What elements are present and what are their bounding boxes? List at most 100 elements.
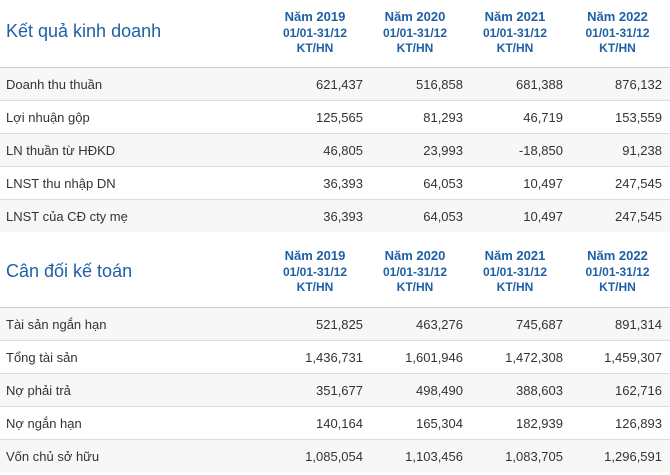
cell-value: 162,716 — [615, 383, 662, 398]
cell-value: 876,132 — [615, 77, 662, 92]
cell-value: 1,601,946 — [405, 350, 463, 365]
table-row: Nợ phải trả 351,677 498,490 388,603 162,… — [0, 373, 670, 406]
column-type: KT/HN — [599, 41, 636, 55]
cell-value: -18,850 — [518, 143, 563, 158]
cell-value: 351,677 — [316, 383, 363, 398]
balance-sheet-rows: Tài sản ngắn hạn 521,825 463,276 745,687… — [0, 307, 670, 472]
income-statement-header: Kết quả kinh doanh Năm 2019 01/01-31/12 … — [0, 0, 670, 67]
column-year: Năm 2021 — [484, 248, 546, 263]
cell-value: 91,238 — [622, 143, 662, 158]
cell-value: 1,103,456 — [405, 449, 463, 464]
cell-value: 140,164 — [316, 416, 363, 431]
table-row: LNST thu nhập DN 36,393 64,053 10,497 24… — [0, 166, 670, 199]
cell-value: 745,687 — [516, 317, 563, 332]
cell-value: 64,053 — [423, 176, 463, 191]
column-period: 01/01-31/12 — [382, 26, 448, 40]
cell-value: 36,393 — [323, 176, 363, 191]
cell-value: 498,490 — [416, 383, 463, 398]
cell-value: 1,083,705 — [505, 449, 563, 464]
cell-value: 153,559 — [615, 110, 662, 125]
column-header-2021[interactable]: Năm 2021 01/01-31/12 KT/HN — [465, 0, 565, 67]
income-statement-section: Kết quả kinh doanh Năm 2019 01/01-31/12 … — [0, 0, 670, 232]
table-row: LNST của CĐ cty mẹ 36,393 64,053 10,497 … — [0, 199, 670, 232]
section-title: Kết quả kinh doanh — [6, 21, 162, 41]
column-period: 01/01-31/12 — [585, 265, 650, 279]
column-header-2022[interactable]: Năm 2022 01/01-31/12 KT/HN — [565, 232, 670, 307]
cell-value: 81,293 — [423, 110, 463, 125]
column-period: 01/01-31/12 — [282, 26, 348, 40]
column-header-2022[interactable]: Năm 2022 01/01-31/12 KT/HN — [565, 0, 670, 67]
column-header-2020[interactable]: Năm 2020 01/01-31/12 KT/HN — [365, 0, 465, 67]
cell-value: 247,545 — [615, 176, 662, 191]
cell-value: 36,393 — [323, 209, 363, 224]
row-label: LNST của CĐ cty mẹ — [6, 209, 128, 224]
row-label: Doanh thu thuần — [6, 77, 103, 92]
table-row: Doanh thu thuần 621,437 516,858 681,388 … — [0, 67, 670, 100]
column-year: Năm 2019 — [284, 9, 346, 24]
cell-value: 10,497 — [523, 209, 563, 224]
balance-sheet-header: Cân đối kế toán Năm 2019 01/01-31/12 KT/… — [0, 232, 670, 307]
table-row: Tổng tài sản 1,436,731 1,601,946 1,472,3… — [0, 340, 670, 373]
cell-value: 247,545 — [615, 209, 662, 224]
cell-value: 46,805 — [323, 143, 363, 158]
cell-value: 46,719 — [523, 110, 563, 125]
cell-value: 521,825 — [316, 317, 363, 332]
cell-value: 126,893 — [615, 416, 662, 431]
cell-value: 165,304 — [416, 416, 463, 431]
column-header-2021[interactable]: Năm 2021 01/01-31/12 KT/HN — [465, 232, 565, 307]
column-type: KT/HN — [296, 41, 334, 55]
row-label: Lợi nhuận gộp — [6, 110, 90, 125]
column-year: Năm 2022 — [587, 248, 648, 263]
cell-value: 64,053 — [423, 209, 463, 224]
column-year: Năm 2022 — [587, 9, 648, 24]
cell-value: 182,939 — [516, 416, 563, 431]
column-header-2020[interactable]: Năm 2020 01/01-31/12 KT/HN — [365, 232, 465, 307]
column-year: Năm 2019 — [284, 248, 346, 263]
cell-value: 1,436,731 — [305, 350, 363, 365]
cell-value: 1,472,308 — [505, 350, 563, 365]
row-label: LN thuần từ HĐKD — [6, 143, 116, 158]
table-row: Lợi nhuận gộp 125,565 81,293 46,719 153,… — [0, 100, 670, 133]
row-label: Vốn chủ sở hữu — [6, 449, 100, 464]
row-label: Nợ phải trả — [6, 383, 71, 398]
column-period: 01/01-31/12 — [585, 26, 650, 40]
row-label: LNST thu nhập DN — [6, 176, 116, 191]
column-header-2019[interactable]: Năm 2019 01/01-31/12 KT/HN — [265, 232, 365, 307]
cell-value: 10,497 — [523, 176, 563, 191]
column-type: KT/HN — [296, 280, 334, 294]
row-label: Tổng tài sản — [6, 350, 78, 365]
cell-value: 23,993 — [423, 143, 463, 158]
cell-value: 516,858 — [416, 77, 463, 92]
balance-sheet-section: Cân đối kế toán Năm 2019 01/01-31/12 KT/… — [0, 232, 670, 472]
income-statement-rows: Doanh thu thuần 621,437 516,858 681,388 … — [0, 67, 670, 232]
column-type: KT/HN — [396, 41, 434, 55]
cell-value: 1,459,307 — [604, 350, 662, 365]
column-year: Năm 2020 — [384, 248, 446, 263]
table-row: Tài sản ngắn hạn 521,825 463,276 745,687… — [0, 307, 670, 340]
column-year: Năm 2021 — [484, 9, 546, 24]
column-type: KT/HN — [496, 41, 534, 55]
cell-value: 463,276 — [416, 317, 463, 332]
row-label: Tài sản ngắn hạn — [6, 317, 107, 332]
column-header-2019[interactable]: Năm 2019 01/01-31/12 KT/HN — [265, 0, 365, 67]
column-type: KT/HN — [496, 280, 534, 294]
column-type: KT/HN — [599, 280, 636, 294]
column-period: 01/01-31/12 — [382, 265, 448, 279]
column-period: 01/01-31/12 — [482, 265, 548, 279]
column-year: Năm 2020 — [384, 9, 446, 24]
cell-value: 621,437 — [316, 77, 363, 92]
column-period: 01/01-31/12 — [482, 26, 548, 40]
cell-value: 125,565 — [316, 110, 363, 125]
cell-value: 1,085,054 — [305, 449, 363, 464]
cell-value: 681,388 — [516, 77, 563, 92]
row-label: Nợ ngắn hạn — [6, 416, 82, 431]
table-row: Vốn chủ sở hữu 1,085,054 1,103,456 1,083… — [0, 439, 670, 472]
section-title: Cân đối kế toán — [6, 261, 133, 281]
table-row: LN thuần từ HĐKD 46,805 23,993 -18,850 9… — [0, 133, 670, 166]
cell-value: 891,314 — [615, 317, 662, 332]
table-row: Nợ ngắn hạn 140,164 165,304 182,939 126,… — [0, 406, 670, 439]
column-type: KT/HN — [396, 280, 434, 294]
cell-value: 1,296,591 — [604, 449, 662, 464]
column-period: 01/01-31/12 — [282, 265, 348, 279]
